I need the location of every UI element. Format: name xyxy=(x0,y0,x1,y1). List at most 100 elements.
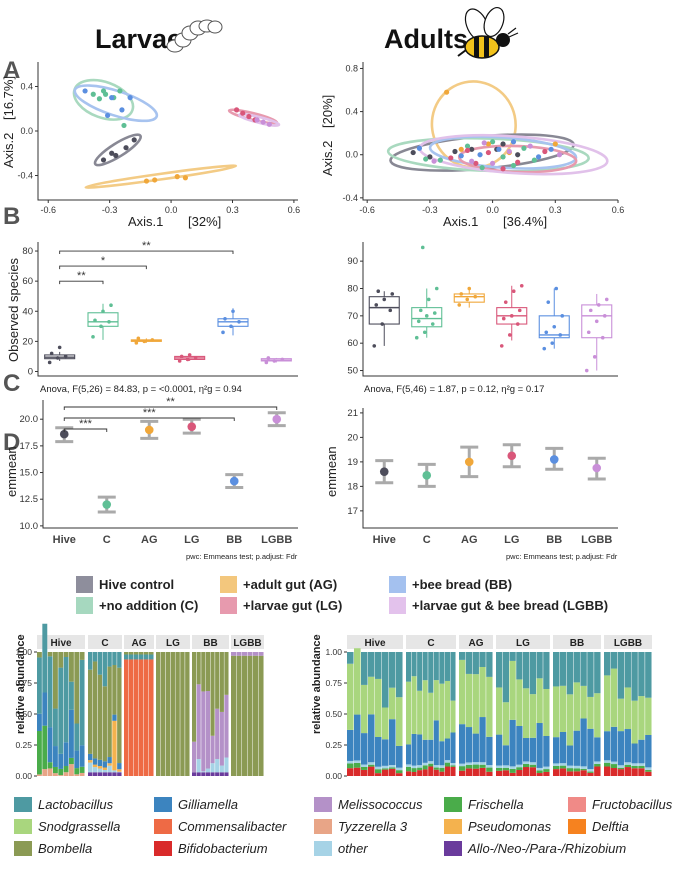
bar-segment xyxy=(573,768,581,772)
bar-segment xyxy=(117,652,122,668)
bar-segment xyxy=(543,769,550,772)
bar-segment xyxy=(624,764,632,768)
bar-segment xyxy=(422,680,428,740)
bar-segment xyxy=(201,772,206,776)
bar-segment xyxy=(117,769,122,772)
point-lgbb xyxy=(431,158,437,164)
y-tick-label: 50 xyxy=(347,366,358,377)
bar-segment xyxy=(459,770,466,776)
bar-segment xyxy=(97,772,103,776)
bar-segment xyxy=(37,652,42,658)
bar-segment xyxy=(587,652,594,697)
bar-segment xyxy=(88,753,93,761)
x-category-label: LG xyxy=(184,534,199,546)
bar-segment xyxy=(361,733,368,765)
bar-segment xyxy=(88,762,93,773)
bar-segment xyxy=(444,766,451,776)
point-lgbb xyxy=(586,330,591,335)
bar-segment xyxy=(196,652,201,685)
bar-segment xyxy=(536,767,543,771)
bar-segment xyxy=(102,772,108,776)
x-category-label: C xyxy=(103,534,111,546)
point-bb xyxy=(82,88,88,94)
bar-segment xyxy=(645,771,652,776)
bar-segment xyxy=(117,771,122,773)
point-lg xyxy=(511,289,516,294)
bar-segment xyxy=(529,764,537,768)
bar-segment xyxy=(631,765,638,769)
bar-segment xyxy=(117,667,122,764)
point-lg xyxy=(542,148,548,155)
y-tick-label: 0.50 xyxy=(15,709,32,719)
bar-segment xyxy=(459,766,466,771)
bar-segment xyxy=(63,772,69,776)
bar-segment xyxy=(543,688,550,736)
bar-segment xyxy=(450,766,456,776)
point-lg xyxy=(177,359,182,363)
bar-segment xyxy=(389,765,396,768)
taxa-legend-swatch xyxy=(14,796,32,812)
bar-segment xyxy=(536,770,543,774)
point-ag xyxy=(174,174,180,180)
bar-segment xyxy=(422,762,428,766)
sig-label: *** xyxy=(79,418,93,430)
legend-item-c: +no addition (C) xyxy=(76,596,198,614)
x-tick-label: 0.3 xyxy=(226,205,239,215)
taxa-legend-swatch xyxy=(314,796,332,812)
bar-segment xyxy=(439,767,445,772)
bar-segment xyxy=(617,769,625,776)
panelA-larvae-ellipses xyxy=(72,78,281,189)
bar-segment xyxy=(428,766,434,776)
bar-segment xyxy=(107,666,112,758)
point-lgbb xyxy=(260,119,266,125)
mean-point-c xyxy=(102,500,112,509)
point-ag xyxy=(444,89,450,95)
bar-segment xyxy=(486,765,493,768)
bar-segment xyxy=(433,652,439,681)
point-lgbb xyxy=(600,335,605,340)
point-lg xyxy=(193,356,198,360)
bar-segment xyxy=(617,698,625,732)
taxa-legend-item: Snodgrassella xyxy=(14,817,120,835)
y-tick-label: 80 xyxy=(347,283,358,294)
taxa-legend-item: Tyzzerella 3 xyxy=(314,817,407,835)
bar-segment xyxy=(502,767,510,771)
taxa-legend-label: Bifidobacterium xyxy=(178,840,268,856)
y-tick-label: 80 xyxy=(22,246,33,257)
bar-segment xyxy=(361,764,368,767)
panelA-larvae-xlabel-axis: Axis.1 xyxy=(128,214,163,229)
bar-segment xyxy=(42,623,48,693)
bar-segment xyxy=(224,652,229,695)
bar-segment xyxy=(439,741,445,766)
point-lg xyxy=(464,147,471,154)
bar-segment xyxy=(411,733,417,766)
taxa-legend-item: other xyxy=(314,839,368,857)
bar-segment xyxy=(566,745,574,766)
y-tick-label: 18 xyxy=(347,481,358,492)
legend-item-lgbb: +larvae gut & bee bread (LGBB) xyxy=(389,596,608,614)
bar-segment xyxy=(205,772,211,776)
y-tick-label: 0.8 xyxy=(345,63,358,73)
bar-segment xyxy=(74,768,80,775)
point-lg xyxy=(519,283,524,288)
bar-segment xyxy=(559,652,567,686)
sig-bracket xyxy=(59,280,104,285)
point-c xyxy=(489,139,496,145)
bar-segment xyxy=(472,768,479,776)
bar-segment xyxy=(433,769,439,776)
point-c xyxy=(437,157,443,163)
bar-segment xyxy=(79,745,85,767)
facet-label: AG xyxy=(469,638,484,649)
bar-segment xyxy=(624,652,632,688)
point-lgbb xyxy=(592,355,597,359)
bar-segment xyxy=(102,767,108,770)
bar-segment xyxy=(69,764,74,776)
bar-segment xyxy=(396,770,403,774)
y-tick-label: -0.4 xyxy=(17,171,33,181)
bar-segment xyxy=(559,765,567,769)
point-c xyxy=(424,314,429,318)
taxa-legend-item: Lactobacillus xyxy=(14,795,113,813)
mean-point-lgbb xyxy=(592,463,602,473)
bar-segment xyxy=(361,652,368,685)
